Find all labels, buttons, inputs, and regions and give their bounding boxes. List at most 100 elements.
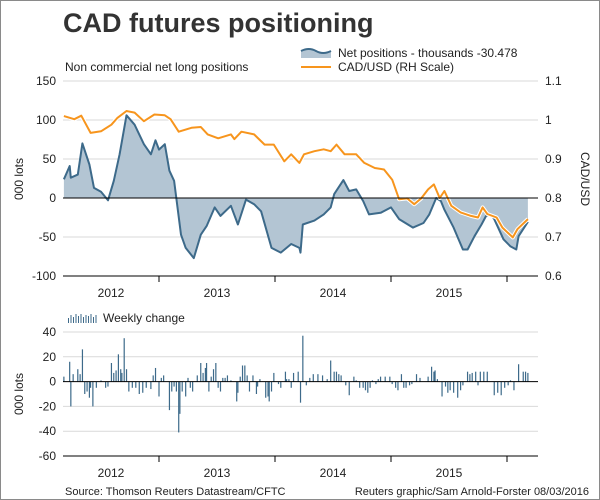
weekly-change-bar bbox=[469, 374, 471, 382]
weekly-change-bar bbox=[513, 381, 515, 391]
weekly-change-bar bbox=[69, 361, 71, 382]
weekly-change-bar bbox=[453, 381, 455, 393]
weekly-change-bar bbox=[460, 381, 462, 391]
y-tick-label: -40 bbox=[39, 424, 57, 438]
weekly-change-bar bbox=[466, 371, 469, 382]
weekly-change-bar bbox=[142, 381, 144, 393]
y-axis-title-left: 000 lots bbox=[12, 158, 26, 200]
weekly-change-bar bbox=[524, 371, 527, 382]
weekly-change-bar bbox=[259, 379, 261, 382]
y-tick-label: -60 bbox=[39, 449, 57, 463]
x-tick-label: 2013 bbox=[204, 286, 231, 300]
weekly-change-bar bbox=[389, 376, 391, 382]
swatch-bar bbox=[95, 315, 97, 323]
weekly-change-bar bbox=[152, 375, 154, 382]
weekly-change-bar bbox=[171, 381, 173, 392]
weekly-change-bar bbox=[187, 377, 189, 382]
swatch-bar bbox=[70, 315, 72, 323]
x-tick-label: 2012 bbox=[98, 286, 125, 300]
weekly-change-bar bbox=[210, 376, 212, 382]
x-tick-label: 2014 bbox=[320, 466, 347, 480]
weekly-change-bar bbox=[70, 381, 72, 407]
weekly-change-bar bbox=[219, 381, 222, 392]
weekly-change-bar bbox=[246, 375, 248, 382]
weekly-change-bar bbox=[405, 381, 407, 388]
weekly-change-bar bbox=[204, 367, 206, 382]
bar-swatch-icon bbox=[68, 314, 97, 323]
legend-label-cad-usd: CAD/USD (RH Scale) bbox=[338, 60, 454, 74]
weekly-change-bar bbox=[345, 381, 347, 386]
weekly-change-bar bbox=[419, 377, 421, 382]
weekly-change-bar bbox=[110, 363, 113, 382]
weekly-change-bar bbox=[224, 377, 226, 382]
weekly-change-bar bbox=[371, 380, 374, 382]
legend-label-weekly-change: Weekly change bbox=[103, 311, 185, 325]
weekly-change-bar bbox=[255, 381, 258, 394]
y-tick-label: 40 bbox=[43, 325, 57, 339]
y2-tick-label: 0.8 bbox=[545, 191, 562, 205]
area-swatch-icon bbox=[301, 49, 331, 58]
weekly-change-bar bbox=[115, 370, 117, 382]
weekly-change-bar bbox=[292, 372, 295, 382]
weekly-change-bar bbox=[479, 371, 481, 382]
weekly-change-bar bbox=[267, 381, 269, 397]
weekly-change-bar bbox=[268, 381, 270, 402]
weekly-change-bar bbox=[273, 372, 275, 382]
weekly-change-bar bbox=[72, 374, 74, 382]
weekly-change-bar bbox=[100, 380, 102, 382]
weekly-change-bar bbox=[335, 371, 338, 382]
weekly-change-bar bbox=[302, 335, 304, 382]
weekly-change-bar bbox=[179, 381, 181, 414]
weekly-change-bar bbox=[312, 374, 314, 382]
y2-tick-label: 1.1 bbox=[545, 74, 562, 88]
weekly-change-bar bbox=[400, 374, 403, 382]
area-swatch-line bbox=[300, 48, 332, 54]
weekly-change-bar bbox=[403, 381, 405, 388]
weekly-change-bar bbox=[123, 338, 125, 382]
weekly-change-bar bbox=[237, 381, 239, 393]
weekly-change-bar bbox=[338, 374, 340, 382]
weekly-change-bar bbox=[181, 381, 183, 392]
swatch-bar bbox=[73, 317, 74, 323]
weekly-change-bar bbox=[477, 381, 479, 386]
y-axis-title-right: CAD/USD bbox=[578, 152, 592, 206]
weekly-change-bar bbox=[486, 371, 488, 382]
weekly-change-bar bbox=[367, 381, 369, 393]
weekly-change-bar bbox=[375, 381, 377, 385]
weekly-change-bar bbox=[158, 381, 160, 397]
weekly-change-bar bbox=[518, 364, 520, 382]
weekly-change-bar bbox=[107, 381, 109, 387]
weekly-change-bar bbox=[257, 381, 259, 387]
swatch-bar bbox=[93, 317, 94, 323]
chart-subtitle: Non commercial net long positions bbox=[65, 60, 248, 74]
weekly-change-bar bbox=[333, 371, 335, 382]
weekly-change-bar bbox=[397, 381, 399, 391]
weekly-change-bar bbox=[369, 381, 371, 388]
weekly-change-bar bbox=[359, 381, 361, 388]
weekly-change-bar bbox=[248, 381, 251, 392]
weekly-change-bar bbox=[471, 372, 473, 382]
weekly-change-bar bbox=[297, 371, 299, 382]
weekly-change-bar bbox=[427, 376, 429, 382]
weekly-change-bar bbox=[330, 360, 332, 382]
weekly-change-bar bbox=[475, 371, 477, 382]
chart-title: CAD futures positioning bbox=[63, 8, 373, 38]
weekly-change-bar bbox=[355, 380, 357, 382]
weekly-change-bar bbox=[500, 381, 502, 396]
weekly-change-bar bbox=[217, 381, 219, 388]
weekly-change-bar bbox=[447, 381, 449, 393]
weekly-change-bar bbox=[92, 381, 94, 407]
weekly-change-bar bbox=[362, 381, 364, 388]
swatch-bar bbox=[83, 317, 84, 323]
weekly-change-bar bbox=[483, 371, 485, 382]
weekly-change-bar bbox=[113, 372, 115, 382]
weekly-change-bar bbox=[436, 379, 438, 382]
weekly-change-bar bbox=[348, 381, 350, 396]
weekly-change-bar bbox=[105, 381, 107, 388]
swatch-bar bbox=[68, 318, 69, 323]
weekly-change-bar bbox=[284, 371, 287, 382]
weekly-change-bar bbox=[391, 381, 393, 385]
weekly-change-bar bbox=[288, 379, 290, 382]
